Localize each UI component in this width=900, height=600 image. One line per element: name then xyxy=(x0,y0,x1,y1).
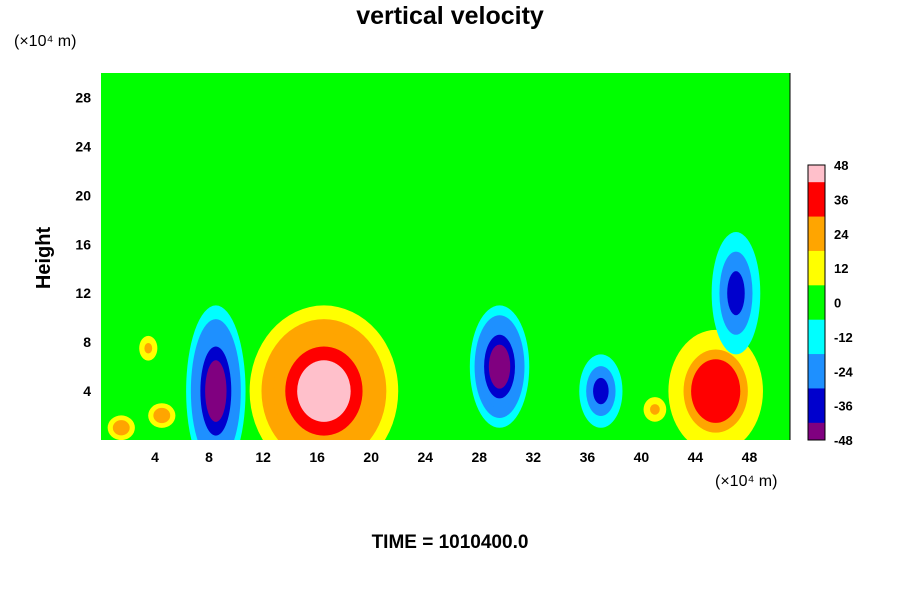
colorbar-band xyxy=(808,216,825,226)
field-contour xyxy=(698,369,733,414)
y-axis-label: Height xyxy=(33,227,55,290)
colorbar-band xyxy=(808,405,825,415)
y-tick-label: 12 xyxy=(75,285,91,301)
colorbar-tick-label: -48 xyxy=(834,433,853,448)
y-tick-label: 8 xyxy=(83,334,91,350)
x-tick-label: 4 xyxy=(151,449,159,465)
x-tick-label: 48 xyxy=(742,449,758,465)
colorbar-band xyxy=(808,242,825,252)
y-tick-label: 16 xyxy=(75,236,91,252)
colorbar-tick-label: 36 xyxy=(834,192,848,207)
colorbar-tick-label: 0 xyxy=(834,296,841,311)
colorbar-band xyxy=(808,293,825,303)
field-contour xyxy=(727,271,745,316)
field-contour xyxy=(650,404,660,415)
colorbar-tick-label: 48 xyxy=(834,158,848,173)
colorbar-tick-label: -24 xyxy=(834,364,854,379)
x-tick-label: 16 xyxy=(309,449,325,465)
colorbar-band xyxy=(808,182,825,192)
colorbar-band xyxy=(808,345,825,355)
colorbar-band xyxy=(808,319,825,329)
colorbar-band xyxy=(808,207,825,218)
x-axis-unit: (×10⁴ m) xyxy=(715,473,778,490)
y-tick-label: 28 xyxy=(75,89,91,105)
colorbar-band xyxy=(808,173,825,183)
y-tick-label: 24 xyxy=(75,138,91,154)
field-contour xyxy=(115,422,128,434)
colorbar-band xyxy=(808,388,825,398)
colorbar-band xyxy=(808,199,825,209)
field-contour xyxy=(297,360,351,422)
x-tick-label: 44 xyxy=(688,449,704,465)
x-tick-label: 28 xyxy=(471,449,487,465)
colorbar-band xyxy=(808,431,825,441)
colorbar-band xyxy=(808,328,825,338)
colorbar-tick-label: 24 xyxy=(834,227,849,242)
field-feature-downdraft xyxy=(186,305,246,440)
field-feature-updraft xyxy=(105,413,138,440)
colorbar-band xyxy=(808,397,825,407)
field-feature-updraft xyxy=(641,394,669,425)
colorbar-band xyxy=(808,414,825,424)
field-contour xyxy=(593,377,609,405)
colorbar-band xyxy=(808,276,825,286)
field-feature-updraft xyxy=(668,329,763,440)
x-tick-label: 32 xyxy=(526,449,542,465)
colorbar-band xyxy=(808,165,825,175)
plot-area xyxy=(101,73,791,440)
field-contour xyxy=(155,410,168,421)
field-feature-downdraft xyxy=(711,232,761,355)
colorbar-band xyxy=(808,225,825,235)
x-axis-ticks: 4 8 12 16 20 24 28 32 36 40 44 48 xyxy=(151,449,757,465)
field-feature-updraft xyxy=(137,333,160,363)
time-label: TIME = 1010400.0 xyxy=(371,532,529,553)
field-contour xyxy=(488,344,511,389)
field-contour xyxy=(144,342,153,354)
colorbar-band xyxy=(808,302,825,312)
field-feature-downdraft xyxy=(469,305,530,428)
colorbar-tick-label: 12 xyxy=(834,261,848,276)
colorbar-band xyxy=(808,311,825,321)
y-axis-ticks: 4 8 12 16 20 24 28 xyxy=(75,89,91,399)
colorbar-band xyxy=(808,233,825,243)
velocity-field xyxy=(105,232,763,440)
colorbar-band xyxy=(808,379,825,389)
x-tick-label: 12 xyxy=(255,449,271,465)
x-tick-label: 8 xyxy=(205,449,213,465)
colorbar-band xyxy=(808,371,825,381)
colorbar-band xyxy=(808,285,825,295)
colorbar: 48 36 24 12 0 -12 -24 -36 -48 xyxy=(807,158,854,448)
colorbar-band xyxy=(808,259,825,269)
colorbar-band xyxy=(808,190,825,200)
y-tick-label: 4 xyxy=(83,383,91,399)
colorbar-frame xyxy=(807,164,826,441)
x-tick-label: 36 xyxy=(580,449,596,465)
x-tick-label: 20 xyxy=(363,449,379,465)
chart-title: vertical velocity xyxy=(356,2,544,30)
field-contour xyxy=(205,360,227,422)
colorbar-band xyxy=(808,362,825,372)
colorbar-band xyxy=(808,354,825,364)
colorbar-tick-label: -36 xyxy=(834,399,853,414)
colorbar-band xyxy=(808,422,825,432)
colorbar-band xyxy=(808,250,825,261)
x-tick-label: 40 xyxy=(634,449,650,465)
colorbar-band xyxy=(808,268,825,278)
field-feature-updraft xyxy=(249,305,399,440)
colorbar-band xyxy=(808,336,825,346)
colorbar-tick-label: -12 xyxy=(834,330,853,345)
field-feature-downdraft xyxy=(579,354,623,428)
y-axis-unit: (×10⁴ m) xyxy=(14,33,77,50)
y-tick-label: 20 xyxy=(75,187,91,203)
x-tick-label: 24 xyxy=(417,449,433,465)
field-feature-updraft xyxy=(145,400,179,431)
